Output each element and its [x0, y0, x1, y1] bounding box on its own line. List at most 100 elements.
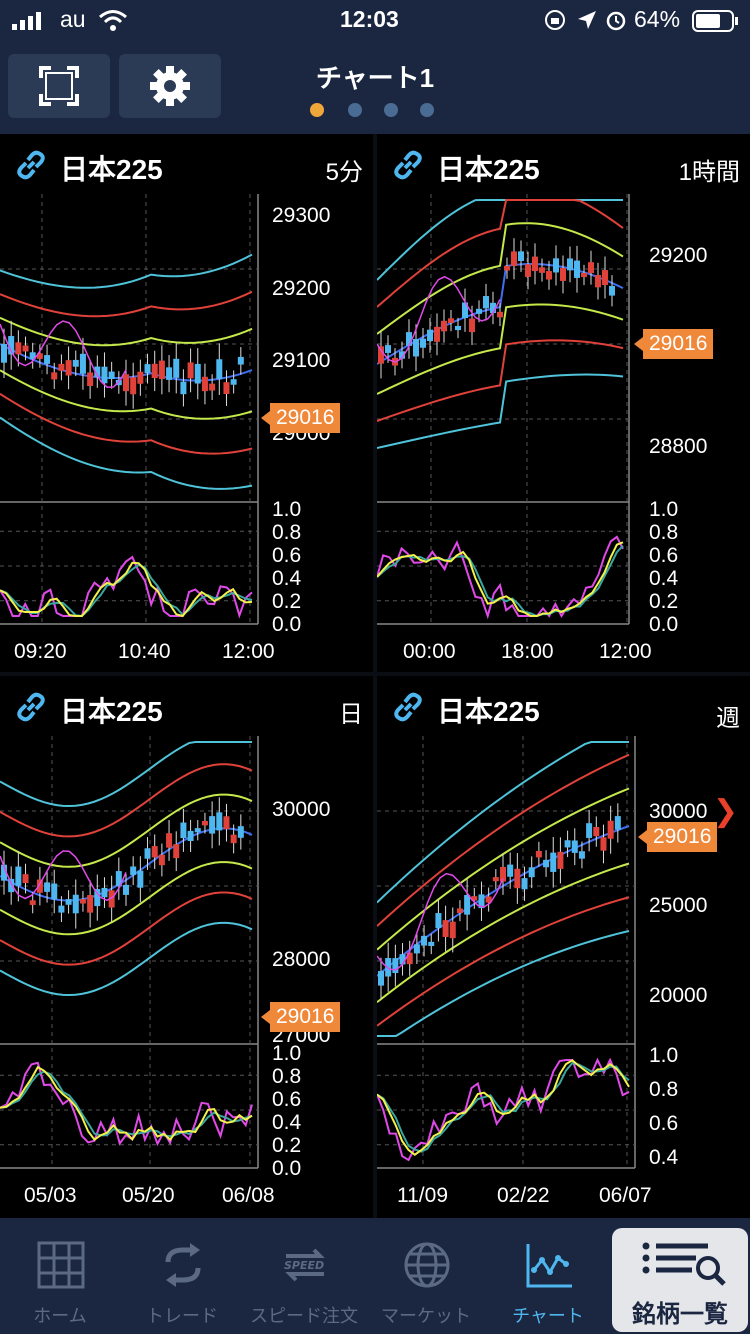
bollinger-middle-line [0, 891, 253, 966]
stochastic-d-line [0, 1065, 253, 1142]
osc-axis-label: 0.4 [272, 567, 302, 590]
link-icon[interactable] [391, 148, 425, 182]
tab-label: ホーム [33, 1306, 87, 1326]
tab-label: スピード注文 [250, 1306, 358, 1326]
chevron-right-icon[interactable]: ❯ [712, 795, 738, 828]
candle-body [180, 381, 187, 395]
page-dot[interactable] [348, 103, 362, 117]
time-axis-label: 12:00 [222, 640, 275, 663]
candle-body [553, 258, 559, 273]
candle-body [448, 318, 454, 323]
stochastic-d-line [0, 561, 253, 618]
symbol-list-button[interactable]: 銘柄一覧 [612, 1228, 748, 1332]
candle-body [602, 270, 608, 286]
chart-panel-weekly[interactable]: 日本225 週 30000 25000 20000 29016 1.0 0.8 … [377, 676, 750, 1218]
timeframe-label[interactable]: 5分 [325, 159, 363, 186]
candle-body [123, 374, 129, 392]
candle-body [173, 358, 180, 378]
price-axis-label: 30000 [272, 798, 331, 821]
candle-body [1, 864, 7, 881]
fullscreen-icon [39, 66, 79, 106]
candle-body [137, 870, 144, 888]
price-chart[interactable] [377, 676, 750, 1218]
candle-body [137, 371, 144, 384]
price-axis-label: 29300 [272, 204, 331, 227]
bollinger-outer-line [0, 253, 253, 289]
candle-body [187, 830, 194, 842]
candle-body [399, 351, 405, 359]
stochastic-k-line [0, 555, 253, 619]
candle-body [173, 844, 180, 859]
price-chart[interactable] [377, 134, 750, 672]
fullscreen-button[interactable] [8, 54, 110, 118]
timeframe-label[interactable]: 日 [339, 701, 363, 728]
candle-body [557, 851, 564, 869]
panel-header: 日本225 週 [377, 676, 750, 736]
link-icon[interactable] [391, 690, 425, 724]
time-axis-label: 18:00 [501, 640, 554, 663]
timeframe-label[interactable]: 週 [716, 705, 740, 732]
candle-body [130, 377, 137, 395]
candle-body [15, 866, 22, 886]
osc-axis-label: 0.4 [649, 567, 679, 590]
tab-market[interactable]: マーケット [366, 1218, 486, 1334]
price-chart[interactable] [0, 134, 373, 672]
stochastic-slow-line [377, 1061, 630, 1153]
clock: 12:03 [340, 6, 399, 32]
candle-body [51, 883, 58, 900]
chart-panel-1hour[interactable]: 日本225 1時間 29200 29000 28800 29016 1.0 0.… [377, 134, 750, 672]
page-dot[interactable] [420, 103, 434, 117]
bollinger-outer-line [0, 416, 253, 490]
candle-body [462, 302, 468, 319]
link-icon[interactable] [14, 148, 48, 182]
chart-grid: 日本225 5分 29300 29200 29100 29000 29016 1… [0, 134, 750, 1218]
chart-panel-5min[interactable]: 日本225 5分 29300 29200 29100 29000 29016 1… [0, 134, 373, 672]
osc-axis-label: 0.0 [272, 613, 302, 636]
page-dot[interactable] [384, 103, 398, 117]
bollinger-outer-line [0, 921, 253, 997]
bollinger-inner-line [0, 793, 253, 868]
stochastic-k-line [377, 1057, 630, 1162]
bollinger-outer-line [377, 373, 624, 449]
candle-body [490, 302, 496, 314]
panel-header: 日本225 日 [0, 676, 373, 736]
bollinger-middle-line [0, 290, 253, 318]
tab-home[interactable]: ホーム [0, 1218, 120, 1334]
overlay-line [377, 275, 501, 363]
osc-axis-label: 0.8 [272, 1065, 302, 1088]
chart-panel-daily[interactable]: 日本225 日 30000 28000 27000 29016 1.0 0.8 … [0, 676, 373, 1218]
tab-speed-order[interactable]: SPEED スピード注文 [244, 1218, 364, 1334]
candle-body [571, 840, 578, 853]
candle-body [94, 889, 101, 907]
symbol-name: 日本225 [60, 696, 163, 727]
candle-body [65, 899, 72, 905]
svg-text:SPEED: SPEED [284, 1259, 324, 1272]
tab-label: トレード [146, 1306, 218, 1326]
settings-button[interactable] [119, 54, 221, 118]
tab-trade[interactable]: トレード [122, 1218, 242, 1334]
bollinger-middle-line [377, 339, 624, 422]
candle-body [532, 256, 538, 272]
panel-header: 日本225 1時間 [377, 134, 750, 194]
candle-body [546, 271, 552, 280]
candle-body [108, 371, 115, 379]
current-price-tag: 29016 [633, 329, 714, 359]
candle-body [180, 822, 187, 839]
stochastic-k-line [377, 535, 624, 620]
price-axis-label: 30000 [649, 800, 708, 823]
candle-body [595, 275, 601, 288]
osc-axis-label: 0.8 [272, 521, 302, 544]
timeframe-label[interactable]: 1時間 [678, 159, 740, 186]
link-icon[interactable] [14, 690, 48, 724]
candle-body [15, 342, 22, 355]
symbol-list-label: 銘柄一覧 [632, 1301, 728, 1328]
candle-body [413, 944, 420, 954]
candle-body [72, 894, 79, 914]
tab-chart[interactable]: チャート [488, 1218, 608, 1334]
page-dot[interactable] [310, 103, 324, 117]
candle-body [614, 816, 621, 830]
candle-body [201, 376, 208, 392]
candle-body [187, 362, 194, 379]
candle-body [230, 379, 237, 385]
price-chart[interactable] [0, 676, 373, 1218]
